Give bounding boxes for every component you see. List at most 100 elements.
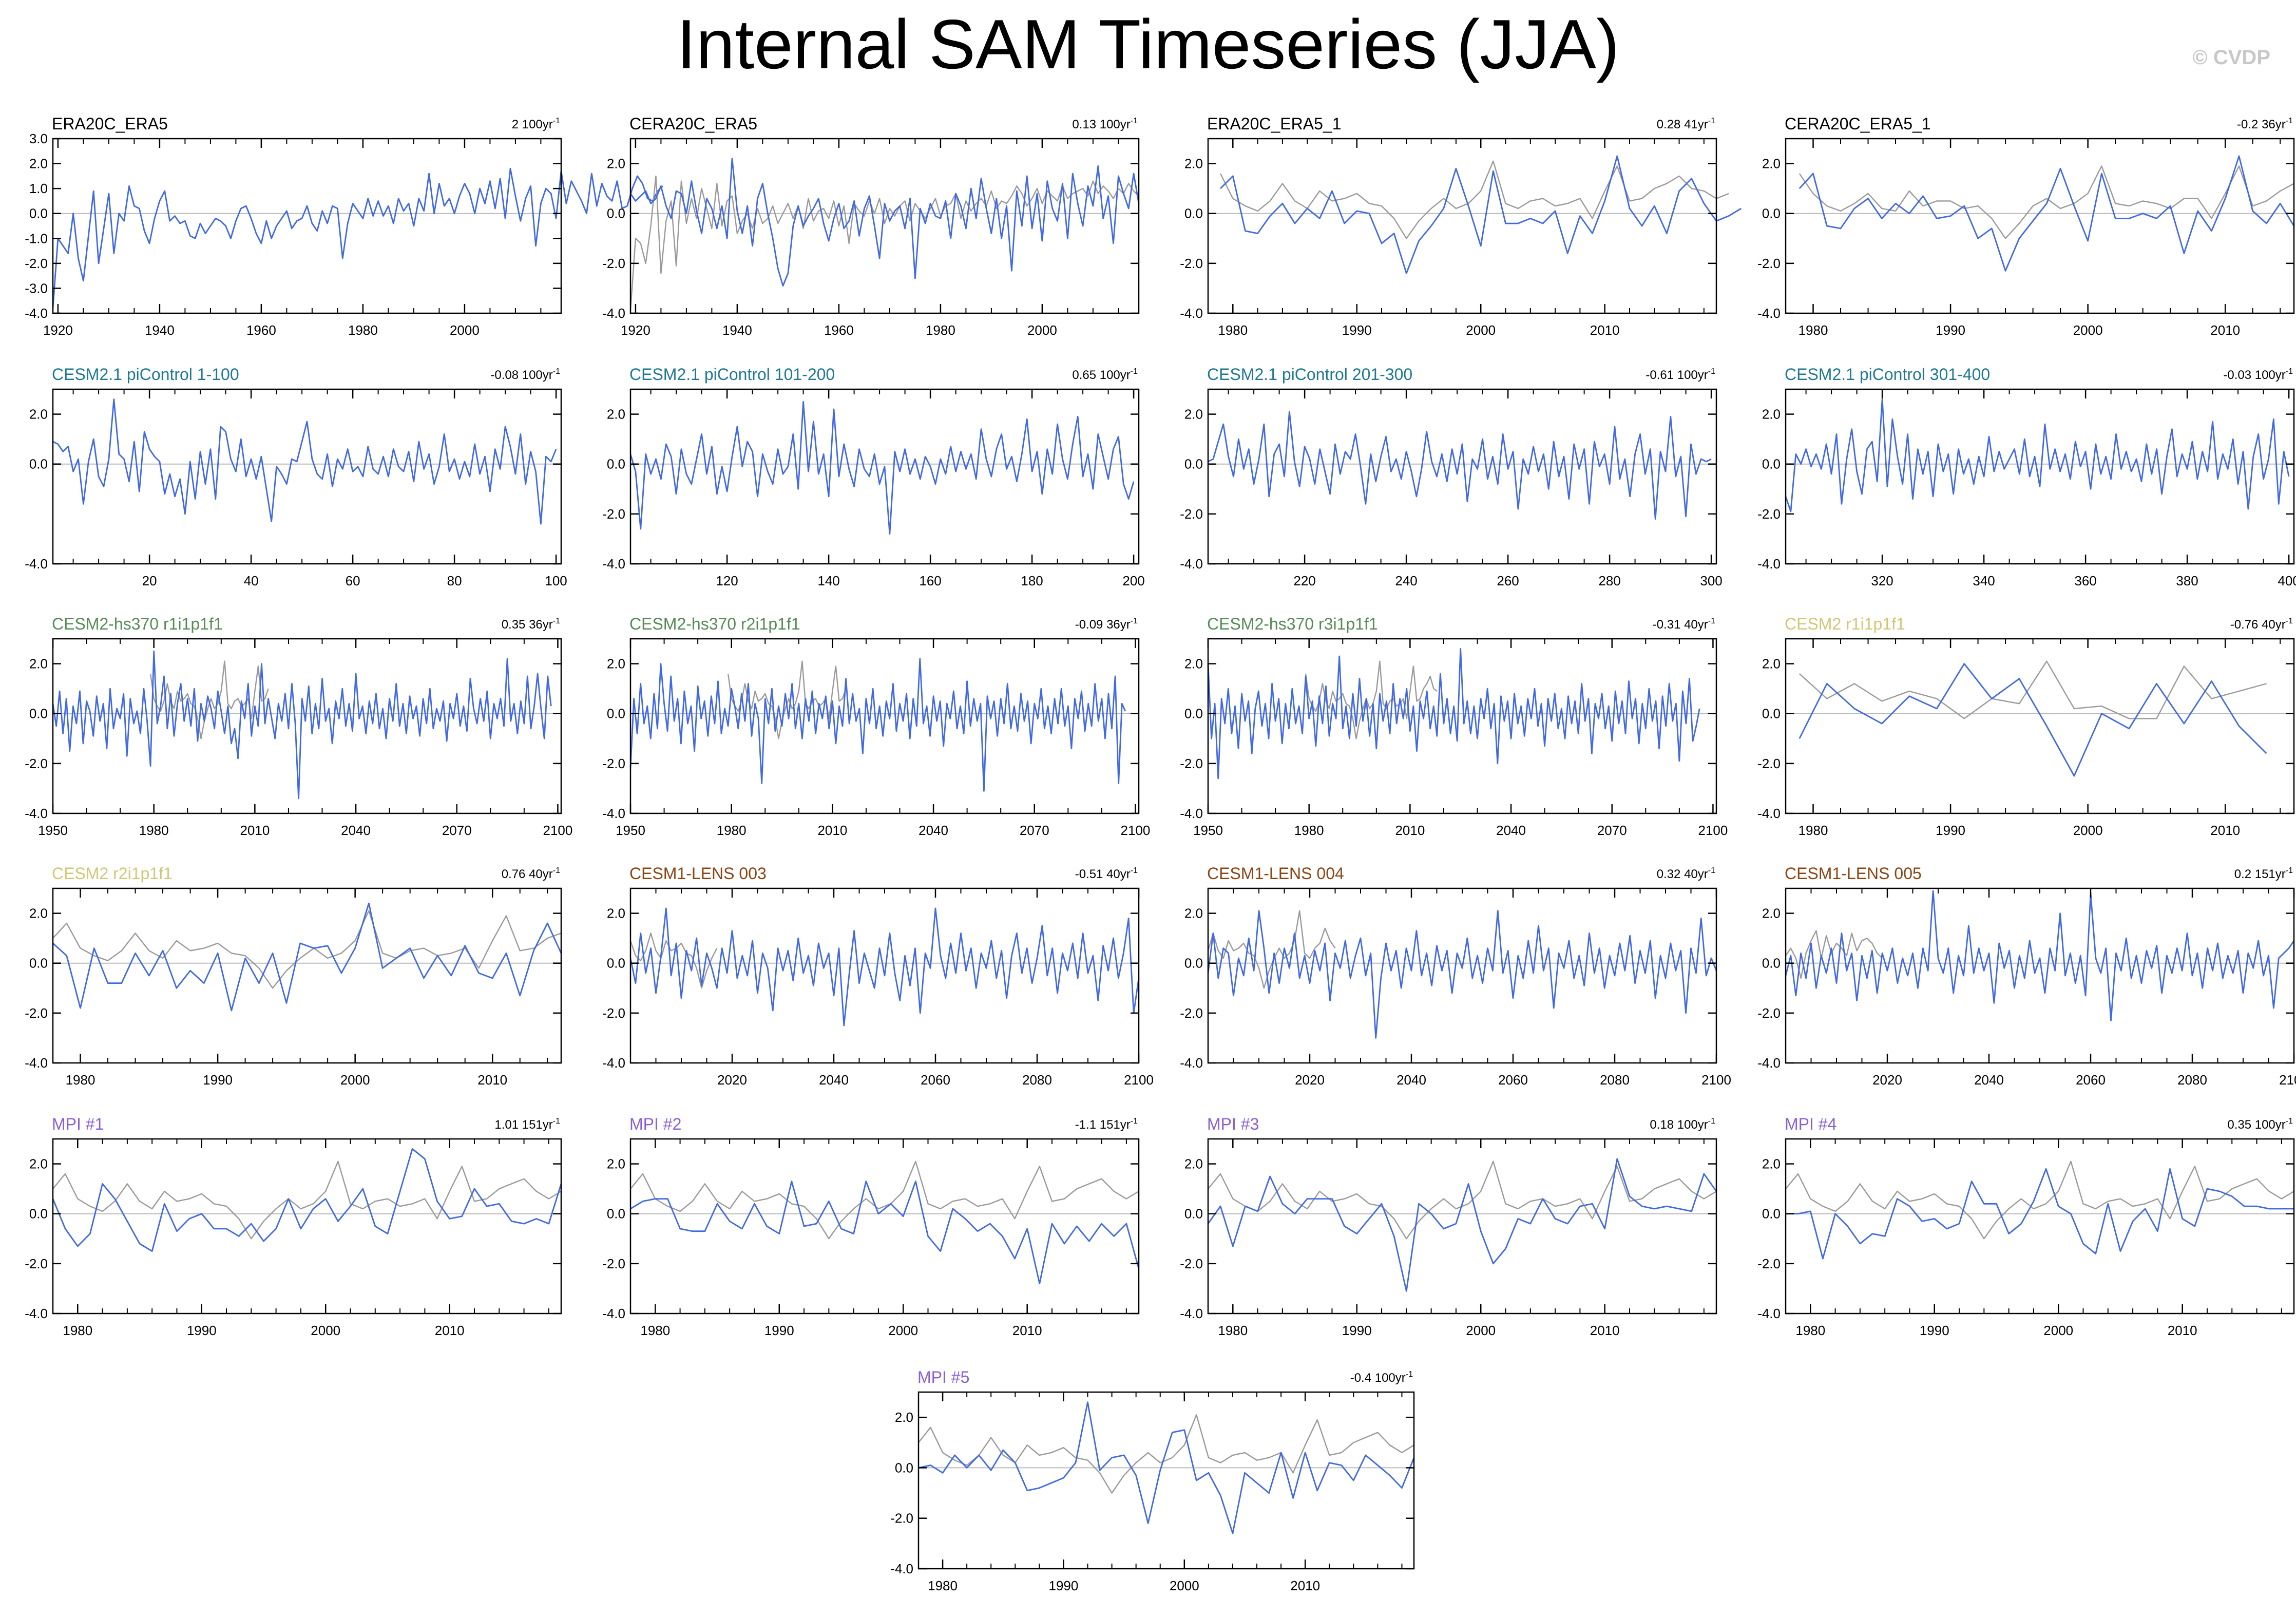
plot-frame (1207, 638, 1717, 814)
y-tick-label: -2.0 (602, 1005, 625, 1021)
plot-frame (1207, 887, 1717, 1064)
model-series-line (52, 1148, 562, 1252)
panel-title: CESM1-LENS 004 (1207, 864, 1344, 883)
model-series-line (630, 1181, 1140, 1285)
plot-frame (629, 638, 1140, 814)
x-tick-label: 140 (817, 573, 839, 588)
trend-label: -0.08 100yr-1 (490, 367, 560, 382)
trend-label: 0.65 100yr-1 (1072, 367, 1138, 382)
y-tick-label: 2.0 (1184, 1156, 1203, 1172)
plot-frame (1785, 1138, 2295, 1315)
x-tick-label: 1950 (616, 823, 645, 838)
y-tick-label: -1.0 (25, 231, 48, 246)
y-tick-label: -4.0 (602, 1306, 625, 1321)
y-tick-label: -4.0 (602, 1055, 625, 1071)
y-tick-label: -4.0 (1180, 1306, 1203, 1321)
y-tick-label: -4.0 (1757, 806, 1781, 821)
y-tick-label: 3.0 (29, 131, 48, 146)
panel-title: CESM2 r1i1p1f1 (1785, 615, 1905, 633)
x-tick-label: 2100 (1121, 823, 1151, 838)
trend-label: -0.03 100yr-1 (2223, 367, 2293, 382)
x-tick-label: 1990 (203, 1072, 233, 1088)
plot-frame (52, 138, 562, 314)
x-tick-label: 2010 (435, 1323, 465, 1338)
y-tick-label: 1.0 (29, 181, 48, 196)
trend-label: -0.2 36yr-1 (2237, 117, 2293, 131)
x-tick-label: 1950 (38, 823, 68, 838)
x-tick-label: 280 (1598, 573, 1620, 588)
y-tick-label: -4.0 (602, 806, 625, 821)
x-tick-label: 2080 (1022, 1072, 1052, 1088)
model-series-line (1220, 155, 1742, 274)
y-tick-label: 0.0 (1762, 456, 1781, 472)
x-tick-label: 2040 (1496, 823, 1526, 838)
y-tick-label: -4.0 (1757, 1055, 1781, 1071)
model-series-line (1786, 1168, 2294, 1260)
y-tick-label: -3.0 (25, 280, 48, 296)
y-tick-label: 0.0 (1184, 456, 1203, 472)
y-tick-label: 2.0 (1184, 656, 1203, 672)
x-tick-label: 2000 (311, 1323, 340, 1338)
x-tick-label: 1960 (246, 322, 276, 338)
panel-title: CESM2 r2i1p1f1 (52, 864, 173, 883)
model-series-line (629, 401, 1135, 535)
y-tick-label: 2.0 (895, 1410, 913, 1425)
obs-series-line (1220, 160, 1729, 239)
x-tick-label: 100 (545, 573, 567, 588)
x-tick-label: 2010 (817, 823, 847, 838)
panel-title: MPI #4 (1785, 1115, 1836, 1133)
x-tick-label: 380 (2176, 573, 2198, 588)
model-series-line (1208, 411, 1712, 520)
y-tick-label: -2.0 (25, 256, 48, 271)
x-tick-label: 2060 (921, 1072, 950, 1088)
chart-panel: 1980 1990 2000 2010 2.0 0.0 -2.0 -4.0 MPI #4 0.35… (1757, 1115, 2295, 1338)
trend-label: -0.51 40yr-1 (1075, 866, 1138, 881)
y-tick-label: -4.0 (25, 306, 48, 321)
chart-panel: 1950 1980 2010 2040 2070 2100 2.0 0.0 -2.0 -4.0 CE… (1180, 615, 1728, 838)
obs-series-line (1785, 1161, 2294, 1240)
y-tick-label: 2.0 (1184, 156, 1203, 172)
model-series-line (1207, 1158, 1717, 1292)
x-tick-label: 1980 (1798, 823, 1828, 838)
chart-panel: 1980 1990 2000 2010 2.0 0.0 -2.0 -4.0 MPI #5 -0.4… (890, 1368, 1415, 1593)
y-tick-label: -4.0 (1180, 306, 1203, 321)
x-tick-label: 1980 (1218, 1323, 1248, 1338)
x-tick-label: 1940 (722, 322, 752, 338)
x-tick-label: 2010 (1395, 823, 1425, 838)
chart-panel: 2020 2040 2060 2080 2100 2.0 0.0 -2.0 -4.0 CESM1-… (602, 864, 1154, 1088)
x-tick-label: 240 (1395, 573, 1417, 588)
x-tick-label: 2010 (1290, 1578, 1320, 1593)
panel-title: CESM1-LENS 003 (629, 864, 767, 883)
y-tick-label: 0.0 (1184, 1206, 1203, 1222)
x-tick-label: 340 (1973, 573, 1995, 588)
x-tick-label: 2070 (1020, 823, 1049, 838)
chart-panel: 1980 1990 2000 2010 2.0 0.0 -2.0 -4.0 MPI #1 1.01… (25, 1115, 562, 1338)
plot-frame (1207, 1138, 1717, 1315)
x-tick-label: 1980 (640, 1323, 670, 1338)
x-tick-label: 1980 (1798, 322, 1828, 338)
x-tick-label: 2080 (1600, 1072, 1630, 1088)
trend-label: 0.28 41yr-1 (1657, 117, 1715, 131)
x-tick-label: 40 (244, 573, 259, 588)
x-tick-label: 1990 (1049, 1578, 1079, 1593)
chart-panel: 1980 1990 2000 2010 2.0 0.0 -2.0 -4.0 ERA20C_ERA… (1180, 115, 1742, 338)
y-tick-label: -4.0 (25, 1055, 48, 1071)
x-tick-label: 1980 (717, 823, 747, 838)
panel-title: ERA20C_ERA5_1 (1207, 115, 1341, 133)
y-tick-label: -2.0 (1757, 1005, 1781, 1021)
y-tick-label: 2.0 (1762, 156, 1781, 172)
chart-panel: 1980 1990 2000 2010 2.0 0.0 -2.0 -4.0 CESM2 r1i1… (1757, 615, 2295, 838)
x-tick-label: 2020 (717, 1072, 747, 1088)
x-tick-label: 1990 (187, 1323, 217, 1338)
y-tick-label: 2.0 (29, 407, 48, 422)
y-tick-label: 0.0 (607, 706, 625, 721)
x-tick-label: 2000 (340, 1072, 370, 1088)
obs-series-line (1785, 930, 1883, 979)
plot-frame (52, 1138, 562, 1315)
x-tick-label: 2000 (2073, 823, 2103, 838)
chart-panel: 1980 1990 2000 2010 2.0 0.0 -2.0 -4.0 CESM2 r2i1… (25, 864, 562, 1088)
y-tick-label: -2.0 (1757, 1256, 1781, 1271)
y-tick-label: -2.0 (25, 756, 48, 771)
model-series-line (629, 158, 1140, 287)
panel-title: CERA20C_ERA5 (629, 115, 757, 133)
